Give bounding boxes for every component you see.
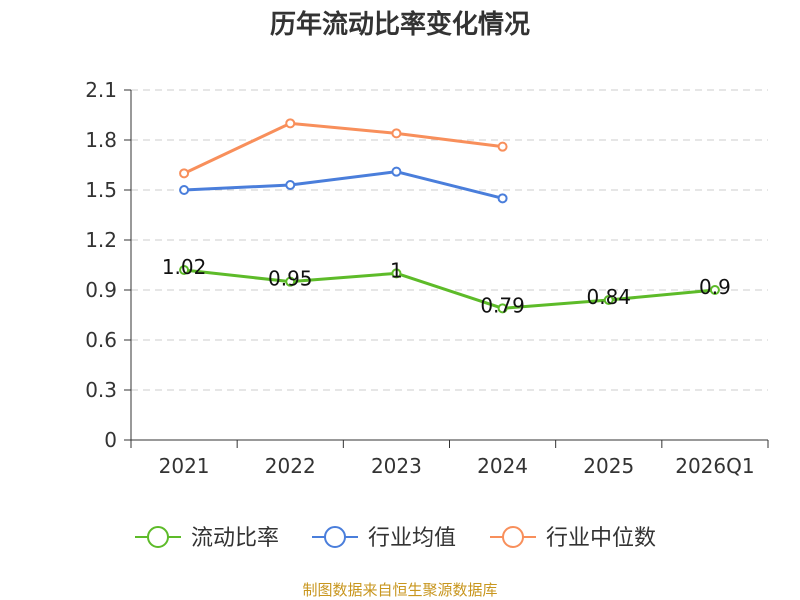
x-tick-label: 2022 <box>265 454 316 478</box>
data-point[interactable] <box>497 141 508 152</box>
legend-marker <box>147 526 169 548</box>
source-note: 制图数据来自恒生聚源数据库 <box>302 581 497 599</box>
y-tick-label: 1.2 <box>85 228 117 252</box>
legend-label: 流动比率 <box>191 526 279 551</box>
x-tick-label: 2026Q1 <box>675 454 754 478</box>
data-point[interactable] <box>179 168 190 179</box>
grid <box>131 89 768 391</box>
legend-marker <box>502 526 524 548</box>
x-tick-label: 2025 <box>583 454 634 478</box>
x-tick-label: 2021 <box>159 454 210 478</box>
chart-title: 历年流动比率变化情况 <box>270 9 530 40</box>
data-point[interactable] <box>391 128 402 139</box>
data-point[interactable] <box>391 268 402 279</box>
data-point[interactable] <box>179 185 190 195</box>
data-point[interactable] <box>179 265 190 275</box>
data-label: 0.84 <box>586 285 631 309</box>
legend-item[interactable]: 行业均值 <box>312 526 456 551</box>
legend-item[interactable]: 行业中位数 <box>490 526 656 551</box>
data-point[interactable] <box>603 295 614 305</box>
series-line <box>183 268 716 310</box>
series <box>179 118 720 314</box>
data-label: 0.9 <box>699 275 731 299</box>
y-tick-label: 2.1 <box>85 78 117 102</box>
y-tick-label: 0.6 <box>85 328 117 352</box>
data-point[interactable] <box>709 285 720 295</box>
data-point[interactable] <box>391 166 402 177</box>
y-tick-label: 0.3 <box>85 378 117 402</box>
data-label: 0.95 <box>268 267 313 291</box>
data-label: 1 <box>390 258 403 282</box>
axes: 0 0.3 0.6 0.9 1.2 1.5 1.8 2.1 2021 2022 2023 2024 20… <box>85 78 769 478</box>
data-point[interactable] <box>285 118 296 129</box>
data-point[interactable] <box>497 193 508 204</box>
legend-item[interactable]: 流动比率 <box>135 526 279 551</box>
data-label: 0.79 <box>480 293 525 317</box>
data-label: 1.02 <box>162 255 207 279</box>
legend-label: 行业均值 <box>368 526 456 551</box>
data-labels: 1.02 0.95 1 0.79 0.84 0.9 <box>162 255 731 317</box>
y-tick-label: 1.5 <box>85 178 117 202</box>
legend[interactable]: 流动比率 行业均值 行业中位数 <box>135 526 656 551</box>
legend-label: 行业中位数 <box>546 526 656 551</box>
x-tick-label: 2023 <box>371 454 422 478</box>
x-tick-label: 2024 <box>477 454 528 478</box>
y-tick-label: 1.8 <box>85 128 117 152</box>
data-point[interactable] <box>285 276 296 287</box>
y-tick-label: 0 <box>104 428 117 452</box>
series-line <box>183 121 503 175</box>
data-point[interactable] <box>285 180 296 190</box>
series-line <box>184 170 503 200</box>
data-point[interactable] <box>497 303 508 314</box>
y-tick-label: 0.9 <box>85 278 117 302</box>
legend-marker <box>324 526 346 548</box>
